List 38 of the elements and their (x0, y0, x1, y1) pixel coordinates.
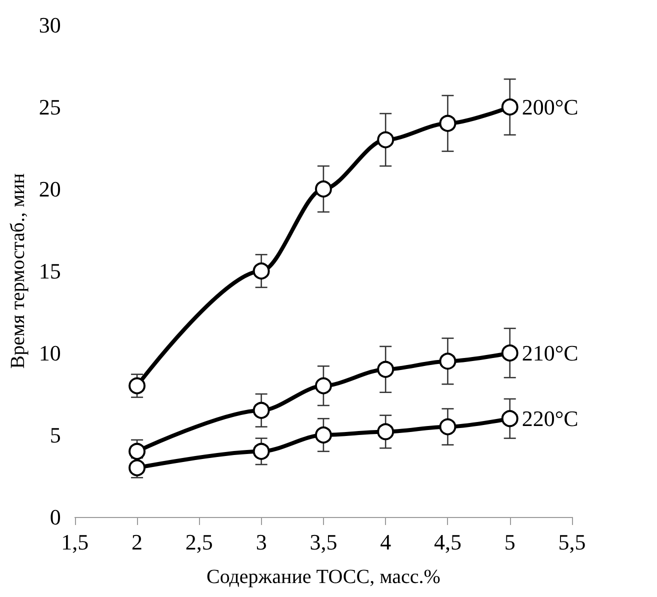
point (501, 344, 518, 362)
x-tick-label: 2,5 (185, 530, 213, 554)
point (501, 410, 518, 428)
point (377, 423, 394, 440)
y-tick-label: 10 (38, 340, 61, 366)
y-axis-title: Время термостаб., мин (7, 172, 29, 369)
point (128, 442, 146, 460)
series-label: 210°C (522, 340, 578, 366)
x-axis-title: Содержание ТОСС, масс.% (206, 566, 440, 588)
point (314, 377, 332, 394)
y-tick-label: 5 (50, 422, 61, 448)
series-label: 200°C (522, 94, 578, 120)
series-label: 220°C (522, 406, 578, 432)
point (128, 377, 146, 394)
point (314, 180, 332, 198)
x-tick-label: 3 (256, 530, 267, 554)
point (252, 262, 270, 280)
x-tick-label: 2 (132, 530, 143, 554)
y-tick-label: 30 (38, 12, 61, 38)
x-tick-label: 1,5 (61, 530, 89, 554)
x-tick-label: 5,5 (558, 530, 586, 554)
y-tick-label: 15 (38, 258, 61, 284)
point (439, 418, 456, 436)
point (377, 360, 394, 378)
y-tick-label: 25 (38, 94, 61, 120)
x-tick-label: 4 (380, 530, 392, 554)
point (377, 131, 394, 148)
point (501, 98, 518, 116)
point (439, 114, 456, 132)
y-tick-label: 0 (50, 504, 61, 530)
y-tick-label: 20 (38, 176, 61, 202)
point (252, 402, 270, 419)
x-tick-label: 5 (504, 530, 516, 554)
x-tick-label: 4,5 (434, 530, 462, 554)
point (439, 352, 456, 370)
point (252, 442, 270, 460)
x-tick-label: 3,5 (310, 530, 338, 554)
point (314, 426, 332, 444)
